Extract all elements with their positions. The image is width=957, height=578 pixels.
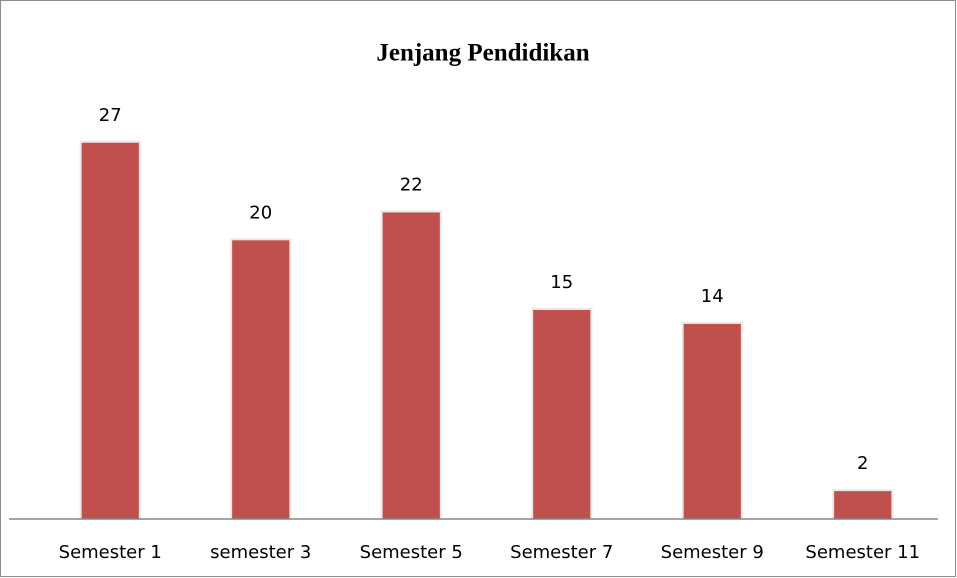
bar <box>232 240 290 520</box>
chart-title: Jenjang Pendidikan <box>376 40 589 67</box>
data-label: 14 <box>701 286 724 307</box>
x-tick-label: Semester 5 <box>360 542 463 563</box>
x-tick-label: Semester 1 <box>59 542 162 563</box>
x-tick-label: Semester 9 <box>661 542 764 563</box>
data-label: 22 <box>400 174 423 195</box>
data-label: 20 <box>249 202 272 223</box>
bar <box>81 142 139 520</box>
data-label: 15 <box>550 272 573 293</box>
bar <box>683 323 741 519</box>
bar <box>533 310 591 519</box>
data-label: 27 <box>99 105 122 126</box>
data-label: 2 <box>857 453 868 474</box>
x-tick-label: Semester 7 <box>510 542 613 563</box>
bar <box>834 491 892 519</box>
bar <box>382 212 440 519</box>
x-tick-label: Semester 11 <box>805 542 920 563</box>
x-tick-label: semester 3 <box>210 542 311 563</box>
